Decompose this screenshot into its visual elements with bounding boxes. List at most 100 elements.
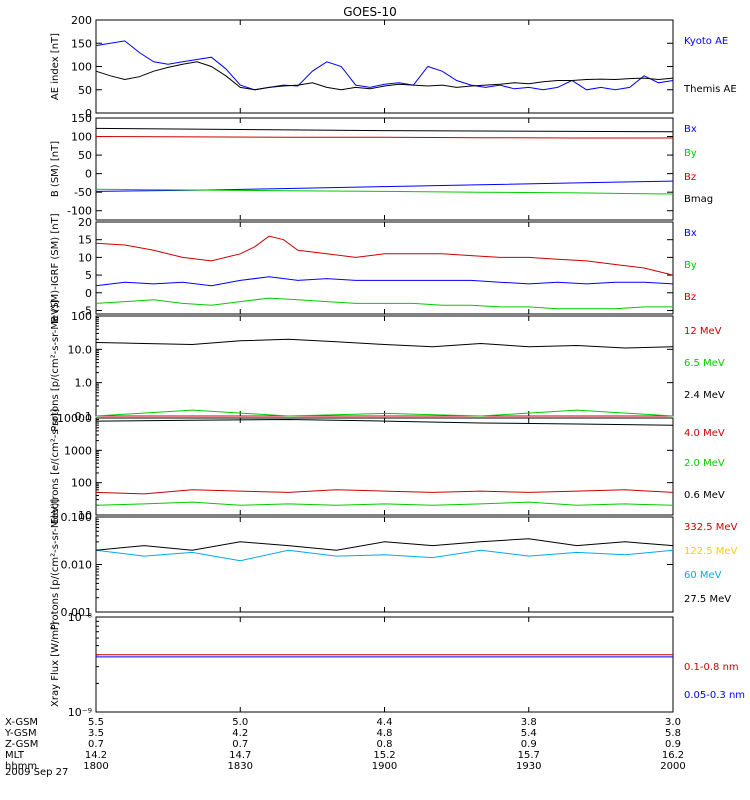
legend-label: 332.5 MeV bbox=[684, 522, 738, 533]
legend-label: By bbox=[684, 148, 697, 159]
panel-1: 0 50 100 150 200 AE index [nT] Kyoto AE Themis … bbox=[50, 14, 737, 120]
legend-label: 60 MeV bbox=[684, 570, 722, 581]
ephemeris-value: 5.0 bbox=[232, 717, 248, 728]
ephemeris-row-label: hhmm bbox=[5, 761, 37, 772]
y-tick-label: 1000 bbox=[64, 444, 92, 457]
series-line bbox=[95, 409, 674, 417]
y-tick-label: 10 bbox=[78, 251, 92, 264]
ephemeris-value: 14.2 bbox=[85, 750, 107, 761]
y-tick-label: 1.0 bbox=[75, 377, 93, 390]
y-tick-label: 0 bbox=[85, 107, 92, 120]
y-tick-label: 50 bbox=[78, 149, 92, 162]
y-tick-label: 150 bbox=[71, 112, 92, 125]
ephemeris-value: 14.7 bbox=[229, 750, 251, 761]
y-axis-label: Protons [p/(cm²-s-sr-MeV)] bbox=[50, 300, 61, 432]
y-axis-label: B (SM) [nT] bbox=[50, 141, 61, 197]
panel-frame bbox=[95, 516, 674, 613]
y-tick-label: 0.001 bbox=[61, 606, 93, 619]
ephemeris-table: X-GSMY-GSMZ-GSMMLThhmm5.53.50.714.218005… bbox=[4, 717, 686, 772]
legend-label: 0.05-0.3 nm bbox=[684, 690, 745, 701]
ephemeris-value: 3.0 bbox=[665, 717, 681, 728]
y-axis-label: Xray Flux [W/m²] bbox=[50, 622, 61, 707]
y-tick-label: 0.010 bbox=[61, 559, 93, 572]
y-tick-label: 50 bbox=[78, 84, 92, 97]
ephemeris-value: 2000 bbox=[660, 761, 685, 772]
y-tick-label: 10⁻⁹ bbox=[68, 706, 92, 719]
legend-label: 6.5 MeV bbox=[684, 358, 725, 369]
plot-title: GOES-10 bbox=[343, 5, 397, 19]
y-tick-label: 200 bbox=[71, 14, 92, 27]
series-line bbox=[95, 297, 673, 310]
legend-label: 0.6 MeV bbox=[684, 490, 725, 501]
ephemeris-value: 16.2 bbox=[662, 750, 684, 761]
ephemeris-value: 3.8 bbox=[521, 717, 537, 728]
legend-label: Bx bbox=[684, 124, 697, 135]
y-tick-label: 100 bbox=[71, 131, 92, 144]
ephemeris-value: 0.7 bbox=[232, 739, 248, 750]
panel-2: -100 -50 0 50 100 150 B (SM) [nT] Bx By Bz Bmag bbox=[50, 112, 713, 221]
ephemeris-value: 4.8 bbox=[377, 728, 393, 739]
panel-frame bbox=[95, 417, 674, 516]
panel-frame bbox=[95, 117, 674, 221]
y-axis-label: Protons [p/(cm²-s-sr-MeV)] bbox=[50, 499, 61, 631]
y-tick-label: 15 bbox=[78, 234, 92, 247]
ephemeris-value: 0.7 bbox=[88, 739, 104, 750]
ephemeris-value: 5.4 bbox=[521, 728, 537, 739]
ephemeris-value: 1930 bbox=[516, 761, 541, 772]
legend-label: Bmag bbox=[684, 194, 713, 205]
legend-label: Bz bbox=[684, 172, 696, 183]
y-tick-label: 100 bbox=[71, 310, 92, 323]
y-tick-label: 10000 bbox=[57, 412, 92, 425]
legend-label: 122.5 MeV bbox=[684, 546, 738, 557]
y-tick-label: -100 bbox=[67, 205, 92, 218]
y-axis-label: AE index [nT] bbox=[50, 33, 61, 100]
y-tick-label: 20 bbox=[78, 216, 92, 229]
y-axis-label: Electrons [e/(cm²-s-sr)] bbox=[50, 409, 61, 525]
series-line bbox=[95, 418, 674, 426]
legend-label: 4.0 MeV bbox=[684, 428, 725, 439]
ephemeris-value: 15.2 bbox=[373, 750, 395, 761]
legend-label: 2.0 MeV bbox=[684, 458, 725, 469]
series-line bbox=[95, 276, 674, 287]
series-line bbox=[95, 549, 674, 562]
series-line bbox=[95, 136, 673, 139]
ephemeris-row-label: X-GSM bbox=[5, 717, 38, 728]
ephemeris-value: 1900 bbox=[372, 761, 397, 772]
ephemeris-row-label: Y-GSM bbox=[4, 728, 37, 739]
ephemeris-row-label: MLT bbox=[5, 750, 25, 761]
ephemeris-value: 1830 bbox=[228, 761, 253, 772]
ephemeris-value: 0.9 bbox=[665, 739, 681, 750]
ephemeris-value: 4.2 bbox=[232, 728, 248, 739]
panel-7: 10⁻⁹ 10⁻⁸ Xray Flux [W/m²] 0.1-0.8 nm 0.05-0… bbox=[50, 611, 745, 719]
y-tick-label: 0.1 bbox=[75, 410, 93, 423]
ephemeris-value: 0.9 bbox=[521, 739, 537, 750]
legend-label: 12 MeV bbox=[684, 326, 722, 337]
legend-label: Bx bbox=[684, 228, 697, 239]
series-line bbox=[95, 538, 674, 551]
legend-label: 2.4 MeV bbox=[684, 390, 725, 401]
panel-3: -5 0 5 10 15 20 B (SM)-IGRF (SM) [nT] Bx By Bz bbox=[50, 213, 697, 322]
series-line bbox=[95, 501, 674, 506]
y-tick-label: 0 bbox=[85, 168, 92, 181]
ephemeris-value: 3.5 bbox=[88, 728, 104, 739]
y-tick-label: -50 bbox=[74, 186, 92, 199]
y-tick-label: 100 bbox=[71, 477, 92, 490]
y-tick-label: 10.0 bbox=[68, 343, 93, 356]
ephemeris-value: 1800 bbox=[83, 761, 108, 772]
y-tick-label: -5 bbox=[81, 304, 92, 317]
ephemeris-value: 4.4 bbox=[377, 717, 393, 728]
ephemeris-value: 5.5 bbox=[88, 717, 104, 728]
panel-frame bbox=[95, 19, 674, 114]
y-tick-label: 100 bbox=[71, 61, 92, 74]
ephemeris-value: 0.8 bbox=[377, 739, 393, 750]
series-line bbox=[95, 61, 674, 91]
legend-label: Themis AE bbox=[683, 84, 737, 95]
legend-label: Bz bbox=[684, 292, 696, 303]
panel-frame bbox=[95, 221, 674, 315]
series-line bbox=[95, 40, 674, 91]
